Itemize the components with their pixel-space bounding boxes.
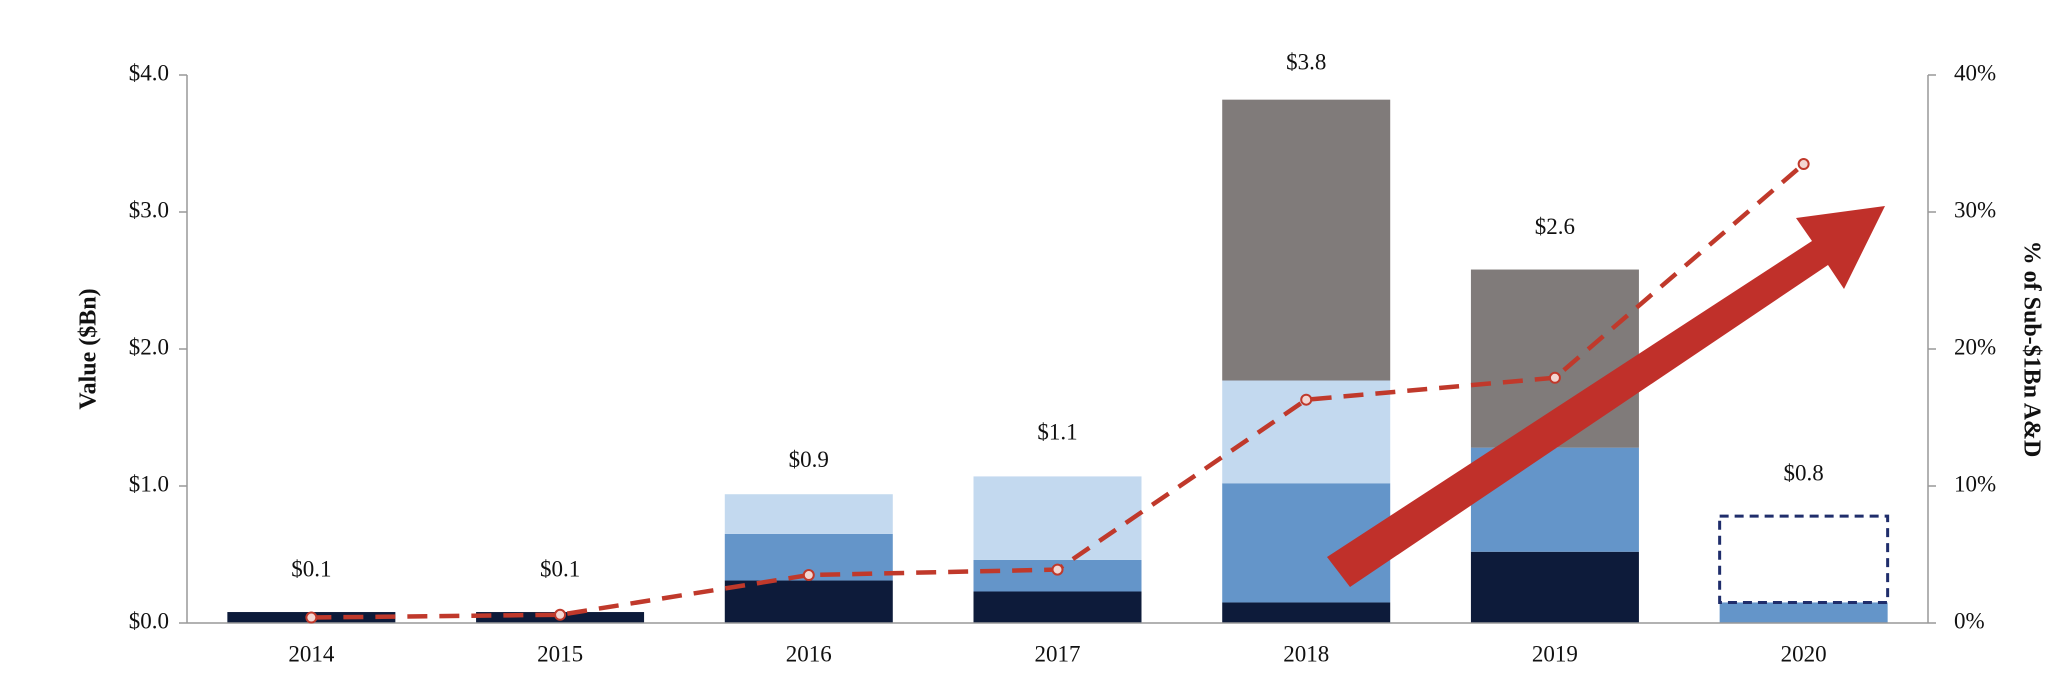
- bar-segment: [973, 591, 1142, 623]
- bar-segment: [1222, 99, 1391, 381]
- trend-marker: [1300, 393, 1313, 406]
- y-axis-title: Value ($Bn): [76, 288, 102, 409]
- y2-tick-label: 20%: [1954, 334, 1996, 359]
- bar-segment: [724, 494, 893, 534]
- x-tick-label: 2018: [1283, 641, 1329, 666]
- y-tick-label: $4.0: [129, 60, 169, 85]
- total-label: $0.8: [1784, 461, 1824, 486]
- total-label: $0.1: [540, 557, 580, 582]
- trend-marker: [1548, 371, 1561, 384]
- y2-tick-label: 0%: [1954, 608, 1985, 633]
- trend-marker: [554, 608, 567, 621]
- total-label: $1.1: [1037, 420, 1077, 445]
- bar-segment: [973, 476, 1142, 560]
- total-label: $2.6: [1535, 214, 1575, 239]
- y-tick-label: $3.0: [129, 197, 169, 222]
- x-tick-label: 2016: [786, 641, 832, 666]
- bar-segment: [1718, 514, 1890, 604]
- x-tick-label: 2020: [1781, 641, 1827, 666]
- x-tick-label: 2014: [288, 641, 335, 666]
- trend-marker: [1797, 158, 1810, 171]
- bar-segment: [724, 580, 893, 623]
- total-label: $0.9: [789, 447, 829, 472]
- trend-marker: [1051, 563, 1064, 576]
- y2-tick-label: 10%: [1954, 471, 1996, 496]
- bar-segment: [1719, 602, 1888, 623]
- bar-segment: [1470, 551, 1639, 623]
- y2-tick-label: 40%: [1954, 60, 1996, 85]
- y-tick-label: $1.0: [129, 471, 169, 496]
- y-tick-label: $0.0: [129, 608, 169, 633]
- bar-segment: [1222, 602, 1391, 623]
- total-label: $3.8: [1286, 50, 1326, 75]
- x-tick-label: 2017: [1035, 641, 1081, 666]
- y-tick-label: $2.0: [129, 334, 169, 359]
- y2-tick-label: 30%: [1954, 197, 1996, 222]
- trend-marker: [305, 611, 318, 624]
- x-tick-label: 2019: [1532, 641, 1578, 666]
- total-label: $0.1: [291, 557, 331, 582]
- y2-axis-title: % of Sub-$1Bn A&D: [2018, 241, 2044, 458]
- x-tick-label: 2015: [537, 641, 583, 666]
- trend-marker: [802, 569, 815, 582]
- trend-arrow: [1327, 206, 1885, 587]
